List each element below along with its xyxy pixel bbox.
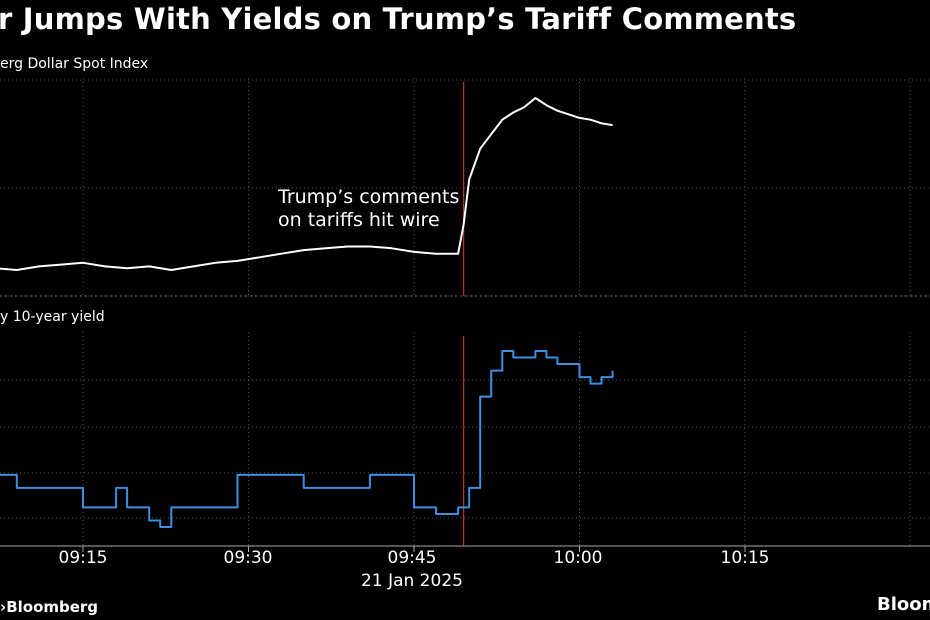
- x-tick-label: 09:45: [387, 548, 437, 568]
- x-tick-label: 10:00: [553, 548, 603, 568]
- source-label: Bloomberg: [6, 598, 99, 616]
- chevron-right-icon: ›: [0, 598, 7, 616]
- chart-title: r Jumps With Yields on Trump’s Tariff Co…: [0, 2, 797, 36]
- bottom-panel-label: y 10-year yield: [0, 309, 105, 325]
- source-logo: ›Bloomberg: [0, 598, 98, 616]
- brand-label: Bloom: [877, 594, 930, 615]
- annotation-text: Trump’s comments on tariffs hit wire: [278, 186, 459, 232]
- x-tick-label: 10:15: [720, 548, 770, 568]
- top-panel-label: erg Dollar Spot Index: [0, 56, 149, 72]
- x-date-label: 21 Jan 2025: [361, 571, 463, 591]
- x-tick-label: 09:15: [58, 548, 108, 568]
- x-tick-label: 09:30: [223, 548, 273, 568]
- annotation-line-1: Trump’s comments: [278, 186, 460, 208]
- yield-line: [0, 350, 614, 528]
- annotation-line-2: on tariffs hit wire: [278, 209, 440, 231]
- dollar-index-line: [0, 97, 613, 271]
